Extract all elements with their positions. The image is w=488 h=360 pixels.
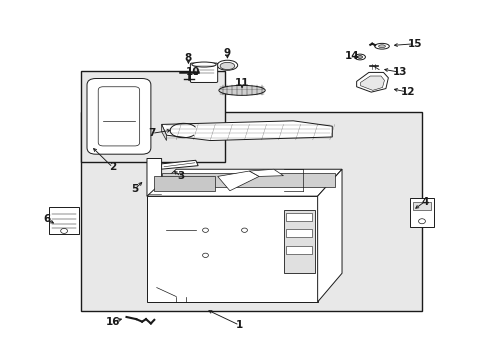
Ellipse shape: [220, 62, 234, 69]
Circle shape: [150, 193, 158, 199]
Bar: [412, 202, 430, 210]
Text: 5: 5: [131, 184, 138, 194]
Circle shape: [418, 219, 425, 224]
Polygon shape: [317, 169, 341, 302]
FancyBboxPatch shape: [87, 78, 151, 154]
Text: 1: 1: [236, 320, 243, 330]
Text: 4: 4: [420, 197, 427, 207]
Bar: [286, 213, 311, 221]
Polygon shape: [154, 176, 215, 191]
Polygon shape: [160, 160, 198, 169]
Bar: [286, 246, 311, 253]
Polygon shape: [161, 121, 331, 140]
Text: 10: 10: [185, 67, 200, 77]
Polygon shape: [161, 125, 166, 140]
FancyBboxPatch shape: [49, 207, 79, 234]
Polygon shape: [147, 169, 341, 196]
Bar: [283, 211, 315, 273]
Polygon shape: [249, 169, 283, 176]
Text: 9: 9: [224, 48, 230, 58]
Circle shape: [241, 228, 247, 232]
Text: 8: 8: [184, 53, 192, 63]
Polygon shape: [360, 76, 384, 90]
Polygon shape: [356, 72, 387, 92]
Circle shape: [61, 228, 67, 233]
Text: 12: 12: [400, 87, 414, 97]
Text: 11: 11: [234, 78, 249, 88]
Circle shape: [202, 228, 208, 232]
Bar: [81, 112, 422, 311]
Bar: [286, 229, 311, 237]
Ellipse shape: [357, 55, 362, 58]
Ellipse shape: [191, 62, 216, 67]
Text: 2: 2: [109, 162, 116, 172]
Ellipse shape: [354, 54, 365, 60]
Text: 16: 16: [105, 317, 120, 327]
FancyBboxPatch shape: [409, 198, 433, 226]
FancyBboxPatch shape: [98, 87, 140, 146]
Polygon shape: [147, 196, 317, 302]
Circle shape: [202, 253, 208, 257]
Ellipse shape: [374, 43, 388, 49]
FancyBboxPatch shape: [190, 63, 217, 82]
Text: 6: 6: [43, 215, 51, 224]
Polygon shape: [161, 173, 334, 187]
Text: 15: 15: [407, 39, 422, 49]
Polygon shape: [147, 158, 161, 196]
Text: 14: 14: [344, 51, 358, 61]
Text: 7: 7: [148, 129, 155, 138]
Ellipse shape: [219, 85, 264, 95]
Bar: [81, 71, 224, 162]
Text: 3: 3: [177, 171, 184, 181]
Text: 13: 13: [392, 67, 407, 77]
Ellipse shape: [217, 60, 237, 70]
Ellipse shape: [378, 45, 385, 48]
Polygon shape: [217, 171, 259, 191]
